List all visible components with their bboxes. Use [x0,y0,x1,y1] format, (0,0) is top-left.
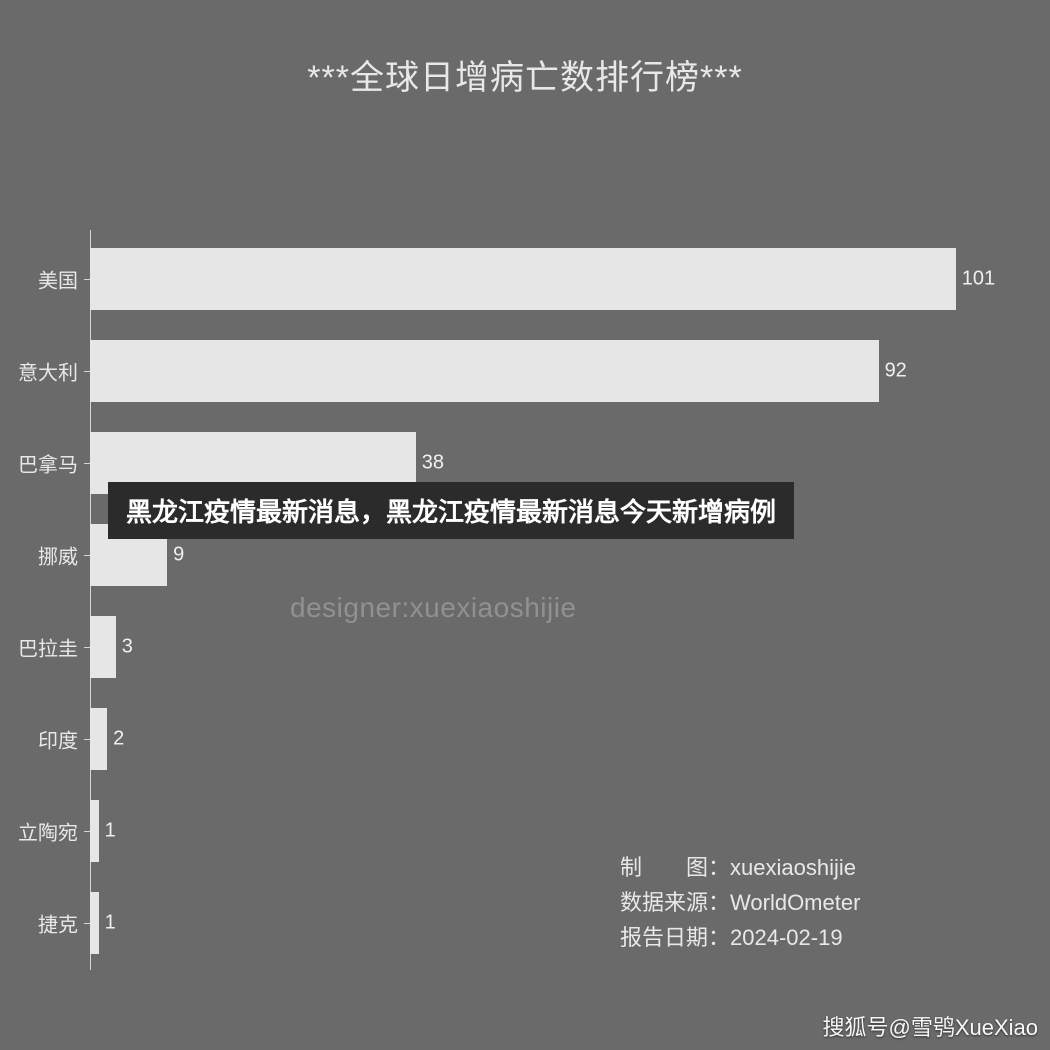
credits-row: 数据来源：WorldOmeter [620,885,860,920]
bar-value-label: 9 [173,544,184,567]
y-axis-label: 巴拉圭 [18,633,78,662]
credits-value: 2024-02-19 [730,920,843,955]
designer-watermark: designer:xuexiaoshijie [290,592,577,624]
credits-key: 制 图： [620,850,730,885]
credits-block: 制 图：xuexiaoshijie数据来源：WorldOmeter报告日期：20… [620,850,860,956]
bar-value-label: 101 [962,268,995,291]
credits-key: 数据来源： [620,885,730,920]
bar-value-label: 92 [885,360,907,383]
bar [90,708,107,770]
y-axis-label: 立陶宛 [18,817,78,846]
credits-value: WorldOmeter [730,885,860,920]
credits-key: 报告日期： [620,920,730,955]
bar [90,800,99,862]
y-axis-label: 印度 [38,725,78,754]
bar-value-label: 3 [122,636,133,659]
credits-row: 制 图：xuexiaoshijie [620,850,860,885]
y-axis-label: 捷克 [38,909,78,938]
bar-value-label: 1 [105,912,116,935]
y-axis-label: 挪威 [38,541,78,570]
y-axis-label: 巴拿马 [18,449,78,478]
bar [90,248,956,310]
chart-canvas: ***全球日增病亡数排行榜*** 美国 101 意大利 92 巴拿马 38 挪威 9 巴拉圭 3 印… [0,0,1050,1050]
credits-row: 报告日期：2024-02-19 [620,920,860,955]
y-axis-label: 意大利 [18,357,78,386]
source-watermark: 搜狐号@雪鸮XueXiao [822,1010,1038,1042]
y-axis-label: 美国 [38,265,78,294]
headline-banner: 黑龙江疫情最新消息，黑龙江疫情最新消息今天新增病例 [108,482,794,539]
credits-value: xuexiaoshijie [730,850,856,885]
bar [90,616,116,678]
bar-value-label: 38 [422,452,444,475]
bar-value-label: 1 [105,820,116,843]
bar [90,892,99,954]
bar-value-label: 2 [113,728,124,751]
chart-title: ***全球日增病亡数排行榜*** [0,50,1050,99]
bar [90,340,879,402]
